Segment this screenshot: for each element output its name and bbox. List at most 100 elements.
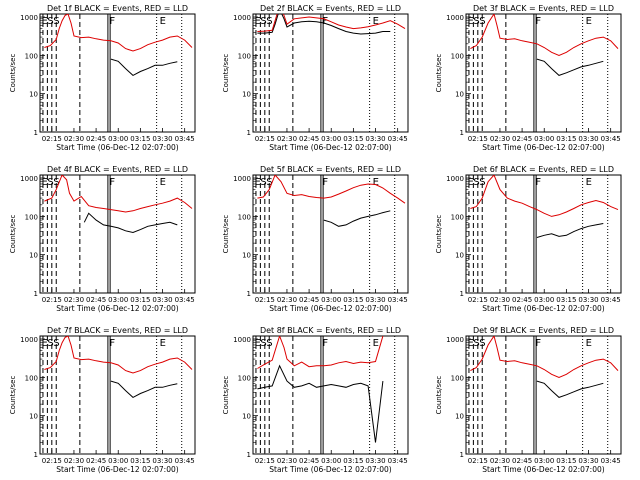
marker-letter: E bbox=[254, 338, 260, 349]
y-tick-label: 1 bbox=[34, 129, 38, 137]
series-line-lld bbox=[470, 175, 619, 217]
marker-letter: S bbox=[53, 16, 59, 27]
y-axis-label: Counts/sec bbox=[9, 376, 17, 415]
series-line-events bbox=[110, 58, 178, 77]
marker-letter: F bbox=[109, 338, 115, 349]
marker-letter: S bbox=[260, 16, 266, 27]
x-axis-label: Start Time (06-Dec-12 02:07:00) bbox=[482, 465, 604, 474]
marker-letter: S bbox=[473, 338, 479, 349]
panel-title: Det 1f BLACK = Events, RED = LLD bbox=[47, 4, 188, 13]
marker-letter: E bbox=[254, 177, 260, 188]
y-tick-label: 100 bbox=[238, 213, 251, 221]
x-tick-label: 03:15 bbox=[130, 296, 150, 304]
x-tick-label: 02:30 bbox=[64, 296, 84, 304]
y-axis-label: Counts/sec bbox=[9, 54, 17, 93]
x-tick-label: 02:15 bbox=[468, 135, 488, 143]
x-axis-label: Start Time (06-Dec-12 02:07:00) bbox=[56, 465, 178, 474]
series-line-events bbox=[536, 223, 604, 238]
x-tick-label: 02:15 bbox=[255, 296, 275, 304]
y-tick-label: 100 bbox=[238, 374, 251, 382]
marker-letter: F bbox=[535, 177, 541, 188]
x-tick-label: 03:30 bbox=[365, 457, 385, 465]
y-tick-label: 1 bbox=[34, 290, 38, 298]
series-line-events bbox=[257, 364, 384, 443]
y-tick-label: 10 bbox=[242, 252, 251, 260]
marker-letter: S bbox=[266, 338, 272, 349]
y-tick-label: 100 bbox=[451, 52, 464, 60]
y-tick-label: 1 bbox=[247, 290, 251, 298]
y-tick-label: 1000 bbox=[233, 175, 251, 183]
x-tick-label: 03:00 bbox=[321, 296, 341, 304]
panel-det-6: Det 6f BLACK = Events, RED = LLD 1 10 100 10… bbox=[435, 165, 622, 313]
x-tick-label: 03:30 bbox=[152, 296, 172, 304]
panel-det-8: Det 8f BLACK = Events, RED = LLD 1 10 100 10… bbox=[222, 326, 409, 474]
x-axis-label: Start Time (06-Dec-12 02:07:00) bbox=[269, 465, 391, 474]
marker-letter: S bbox=[53, 177, 59, 188]
x-axis-label: Start Time (06-Dec-12 02:07:00) bbox=[56, 304, 178, 313]
y-axis-label: Counts/sec bbox=[435, 376, 443, 415]
plot-frame bbox=[39, 335, 196, 455]
y-tick-label: 1000 bbox=[233, 14, 251, 22]
y-tick-label: 1 bbox=[460, 290, 464, 298]
x-tick-label: 02:30 bbox=[277, 296, 297, 304]
y-tick-label: 1000 bbox=[20, 175, 38, 183]
y-tick-label: 1 bbox=[34, 451, 38, 459]
y-tick-label: 100 bbox=[25, 374, 38, 382]
x-tick-label: 03:15 bbox=[556, 296, 576, 304]
plot-frame bbox=[252, 174, 409, 294]
marker-letter: E bbox=[373, 16, 379, 27]
x-tick-label: 02:30 bbox=[277, 457, 297, 465]
x-tick-label: 03:45 bbox=[601, 296, 621, 304]
marker-letter: S bbox=[47, 338, 53, 349]
marker-letter: E bbox=[586, 338, 592, 349]
x-tick-label: 03:15 bbox=[343, 135, 363, 143]
series-line-events bbox=[323, 210, 391, 227]
y-tick-label: 1 bbox=[460, 129, 464, 137]
marker-letter: S bbox=[53, 338, 59, 349]
plot-frame bbox=[252, 13, 409, 133]
marker-letter: E bbox=[467, 16, 473, 27]
series-line-events bbox=[83, 212, 178, 234]
x-tick-label: 02:15 bbox=[468, 296, 488, 304]
y-tick-label: 1 bbox=[247, 451, 251, 459]
x-tick-label: 02:30 bbox=[64, 135, 84, 143]
series-line-lld bbox=[257, 14, 406, 32]
x-tick-label: 02:45 bbox=[512, 296, 532, 304]
y-tick-label: 1000 bbox=[233, 336, 251, 344]
y-axis-label: Counts/sec bbox=[435, 215, 443, 254]
series-line-lld bbox=[44, 336, 193, 374]
plot-frame bbox=[39, 13, 196, 133]
panel-det-7: Det 7f BLACK = Events, RED = LLD 1 10 100 10… bbox=[9, 326, 196, 474]
series-line-events bbox=[536, 380, 604, 398]
x-tick-label: 02:45 bbox=[299, 296, 319, 304]
x-tick-label: 03:00 bbox=[321, 457, 341, 465]
x-tick-label: 02:45 bbox=[512, 135, 532, 143]
x-tick-label: 03:15 bbox=[130, 135, 150, 143]
x-tick-label: 02:45 bbox=[86, 457, 106, 465]
series-line-events bbox=[536, 58, 604, 76]
y-tick-label: 100 bbox=[451, 213, 464, 221]
x-tick-label: 03:00 bbox=[534, 296, 554, 304]
x-tick-label: 02:15 bbox=[468, 457, 488, 465]
x-tick-label: 03:15 bbox=[556, 135, 576, 143]
x-tick-label: 03:15 bbox=[556, 457, 576, 465]
x-tick-label: 02:45 bbox=[299, 457, 319, 465]
x-tick-label: 03:15 bbox=[343, 296, 363, 304]
y-tick-label: 1000 bbox=[446, 175, 464, 183]
series-line-lld bbox=[44, 14, 193, 52]
x-tick-label: 02:30 bbox=[490, 296, 510, 304]
y-tick-label: 100 bbox=[25, 213, 38, 221]
y-tick-label: 1000 bbox=[446, 336, 464, 344]
panel-title: Det 4f BLACK = Events, RED = LLD bbox=[47, 165, 188, 174]
x-tick-label: 03:45 bbox=[175, 135, 195, 143]
y-tick-label: 10 bbox=[242, 413, 251, 421]
marker-letter: E bbox=[160, 338, 166, 349]
panel-det-2: Det 2f BLACK = Events, RED = LLD 1 10 100 10… bbox=[222, 4, 409, 152]
marker-letter: F bbox=[322, 16, 328, 27]
x-tick-label: 03:45 bbox=[388, 457, 408, 465]
plot-frame bbox=[252, 335, 409, 455]
x-tick-label: 02:15 bbox=[42, 135, 62, 143]
marker-letter: S bbox=[473, 16, 479, 27]
x-axis-label: Start Time (06-Dec-12 02:07:00) bbox=[482, 143, 604, 152]
